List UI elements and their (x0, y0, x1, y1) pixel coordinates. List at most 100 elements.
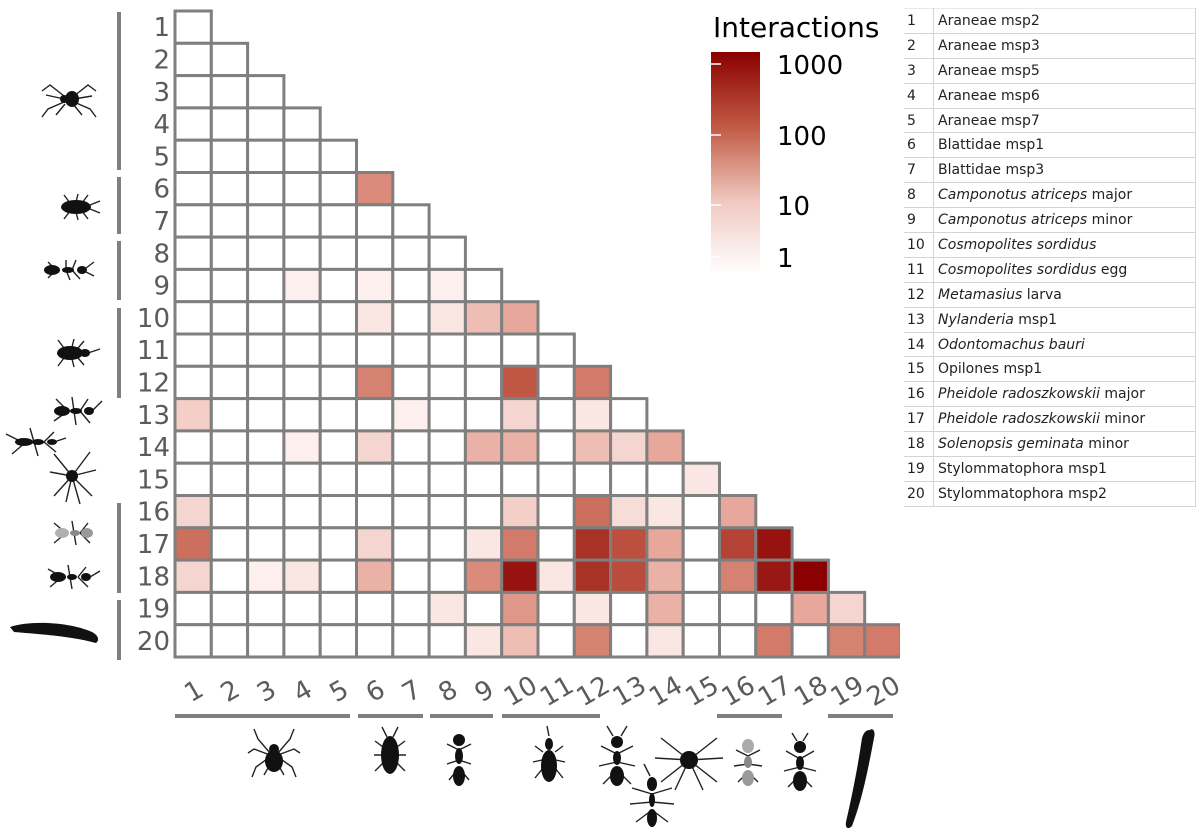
heatmap-cell-4-3 (246, 106, 286, 142)
heatmap-cell-17-12 (572, 526, 613, 562)
species-key-row: 16 Pheidole radoszkowskii major (904, 381, 1196, 408)
heatmap-cell-15-4 (282, 461, 322, 498)
heatmap-cell-11-1 (173, 332, 213, 368)
heatmap-cell-17-11 (536, 526, 576, 562)
heatmap-cell-14-7 (391, 429, 431, 465)
heatmap-cell-12-2 (209, 364, 250, 401)
heatmap-cell-13-12 (572, 397, 613, 433)
column-label: 12 (572, 670, 616, 713)
species-key-number: 7 (904, 157, 934, 184)
species-key-name: Araneae msp2 (933, 8, 1196, 34)
heatmap-cell-11-3 (246, 332, 286, 368)
heatmap-cell-8-4 (282, 235, 322, 271)
heatmap-cell-16-4 (282, 494, 322, 530)
heatmap-cell-8-1 (173, 235, 213, 271)
species-key-row: 6 Blattidae msp1 (904, 132, 1196, 159)
heatmap-cell-12-6 (355, 364, 395, 401)
heatmap-cell-18-18 (790, 558, 830, 594)
heatmap-cell-5-2 (209, 138, 250, 174)
species-key-number: 15 (904, 356, 934, 383)
heatmap-cell-12-5 (318, 364, 359, 401)
column-label: 13 (608, 670, 652, 713)
heatmap-cell-6-6 (355, 171, 395, 207)
legend-tick-label: 1 (777, 244, 794, 274)
legend-color-bar (711, 52, 760, 274)
heatmap-cell-15-3 (246, 461, 286, 498)
slug-silhouette-left (10, 622, 99, 643)
heatmap-cell-13-7 (391, 397, 431, 433)
heatmap-cell-3-3 (246, 74, 286, 110)
heatmap-cell-9-9 (463, 267, 504, 304)
species-key-number: 12 (904, 281, 934, 308)
heatmap-cell-17-8 (427, 526, 467, 562)
heatmap-cell-14-6 (355, 429, 395, 465)
heatmap-cell-8-7 (391, 235, 431, 271)
heatmap-cell-20-5 (318, 623, 359, 659)
heatmap-cell-14-14 (645, 429, 685, 465)
heatmap-cell-17-10 (500, 526, 540, 562)
heatmap-cell-19-15 (681, 590, 722, 627)
heatmap-cell-18-6 (355, 558, 395, 594)
species-key-row: 3 Araneae msp5 (904, 57, 1196, 84)
heatmap-cell-1-1 (173, 9, 213, 45)
heatmap-cell-15-12 (572, 461, 613, 498)
row-label: 14 (137, 433, 170, 463)
species-key-name: Araneae msp6 (933, 82, 1196, 109)
heatmap-cell-7-7 (391, 203, 431, 239)
species-key-name: Odontomachus bauri (933, 331, 1196, 358)
heatmap-cell-19-17 (754, 590, 794, 627)
heatmap-cell-14-4 (282, 429, 322, 465)
row-label: 12 (137, 368, 170, 398)
slug-silhouette-bottom (845, 729, 875, 829)
heatmap-cell-14-11 (536, 429, 576, 465)
heatmap-cell-7-2 (209, 203, 250, 239)
heatmap-cell-15-15 (681, 461, 722, 498)
species-key-number: 11 (904, 256, 934, 283)
heatmap-cell-13-10 (500, 397, 540, 433)
heatmap-cell-13-13 (609, 397, 649, 433)
column-label: 17 (753, 670, 797, 713)
heatmap-cell-16-8 (427, 494, 467, 530)
row-label: 15 (137, 465, 170, 495)
column-label: 19 (826, 670, 870, 713)
heatmap-cell-20-14 (645, 623, 685, 659)
heatmap-cell-17-13 (609, 526, 649, 562)
column-label: 8 (434, 675, 463, 709)
heatmap-cell-19-10 (500, 590, 540, 627)
heatmap-cell-7-3 (246, 203, 286, 239)
heatmap-cell-8-8 (427, 235, 467, 271)
heatmap-cell-10-6 (355, 300, 395, 336)
heatmap-cell-17-7 (391, 526, 431, 562)
heatmap-cell-13-1 (173, 397, 213, 433)
heatmap-cell-17-17 (754, 526, 794, 562)
ant-silhouette-left-odontomachus (5, 427, 67, 457)
color-legend: Interactions 1000 100 10 1 (711, 11, 880, 274)
heatmap-cell-16-14 (645, 494, 685, 530)
row-label: 10 (137, 304, 170, 334)
species-key-row: 8 Camponotus atriceps major (904, 182, 1196, 209)
heatmap-cell-15-1 (173, 461, 213, 498)
species-key-number: 20 (904, 480, 934, 507)
heatmap-cell-12-12 (572, 364, 613, 401)
heatmap-cell-19-7 (391, 590, 431, 627)
species-key-row: 15 Opilones msp1 (904, 356, 1196, 383)
heatmap-cell-17-6 (355, 526, 395, 562)
heatmap-cell-13-8 (427, 397, 467, 433)
heatmap-cell-14-13 (609, 429, 649, 465)
heatmap-cell-14-5 (318, 429, 359, 465)
heatmap-cell-4-2 (209, 106, 250, 142)
heatmap-cell-5-1 (173, 138, 213, 174)
heatmap-cell-15-5 (318, 461, 359, 498)
heatmap-cell-16-15 (681, 494, 722, 530)
column-label: 1 (179, 675, 208, 709)
heatmap-cell-4-1 (173, 106, 213, 142)
row-label: 4 (153, 110, 170, 140)
heatmap-cell-2-1 (173, 41, 213, 78)
heatmap-cell-18-3 (246, 558, 286, 594)
heatmap-cell-3-2 (209, 74, 250, 110)
heatmap-cell-20-3 (246, 623, 286, 659)
heatmap-cell-19-16 (718, 590, 758, 627)
species-key-number: 2 (904, 32, 934, 59)
legend-tick-label: 10 (777, 192, 810, 222)
